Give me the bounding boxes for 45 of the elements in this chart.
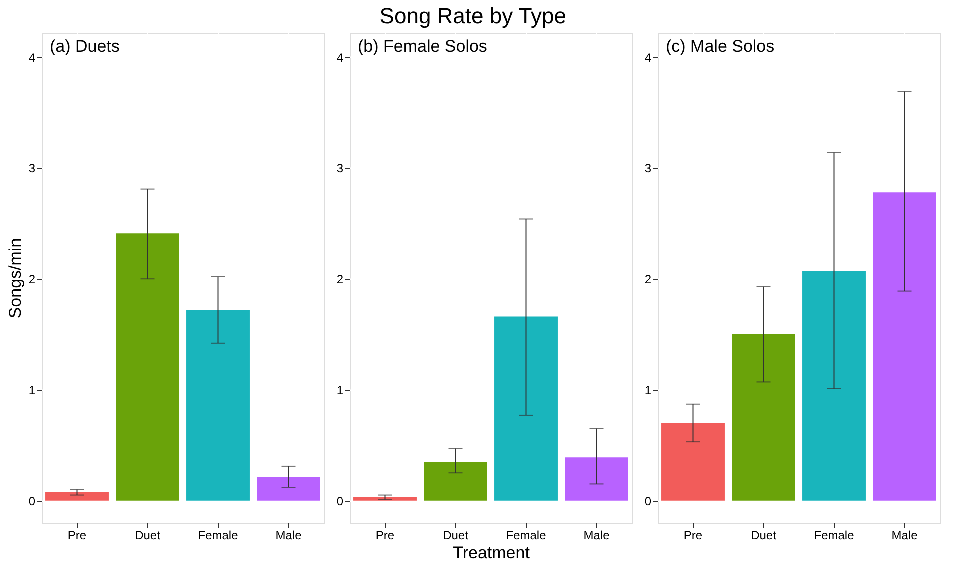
y-tick-label: 3 [644, 162, 652, 176]
x-tick-label: Male [892, 528, 918, 542]
y-tick-label: 4 [336, 50, 344, 65]
y-tick-label: 2 [336, 272, 344, 287]
y-tick-label: 4 [644, 50, 652, 65]
x-tick-label: Duet [135, 528, 162, 542]
x-tick-label: Female [506, 528, 547, 542]
chart-title: Song Rate by Type [380, 4, 567, 28]
x-tick-label: Pre [684, 528, 703, 542]
y-tick-label: 0 [644, 494, 652, 508]
bar [565, 458, 628, 501]
bar [802, 271, 866, 501]
annotation: (a) Duets [50, 37, 120, 56]
x-tick-label: Pre [376, 528, 395, 542]
y-tick-label: 1 [336, 383, 344, 398]
bar [494, 316, 558, 501]
y-tick-label: 1 [28, 383, 36, 398]
bar [46, 492, 109, 501]
bar [257, 478, 320, 501]
bar [424, 462, 488, 501]
y-tick-label: 4 [28, 50, 36, 65]
bar [662, 423, 725, 501]
y-tick-label: 3 [336, 162, 344, 176]
x-tick-label: Pre [68, 528, 87, 542]
bar [116, 234, 180, 501]
x-tick-label: Female [814, 528, 855, 542]
x-axis-title: Treatment [453, 544, 530, 562]
y-tick-label: 2 [28, 272, 36, 287]
x-tick-label: Male [584, 528, 610, 542]
y-axis-title: Songs/min [6, 238, 25, 319]
x-tick-label: Female [198, 528, 239, 542]
y-tick-label: 2 [644, 272, 652, 287]
x-tick-label: Duet [751, 528, 778, 542]
bar [873, 192, 936, 501]
x-tick-label: Duet [443, 528, 470, 542]
y-tick-label: 1 [644, 383, 652, 398]
y-tick-label: 0 [336, 494, 344, 508]
annotation: (b) Female Solos [358, 37, 488, 56]
x-tick-label: Male [276, 528, 302, 542]
bar [732, 334, 796, 501]
bar [354, 498, 417, 501]
annotation: (c) Male Solos [666, 37, 775, 56]
y-tick-label: 0 [28, 494, 36, 508]
y-tick-label: 3 [28, 162, 36, 176]
bar [186, 310, 250, 501]
